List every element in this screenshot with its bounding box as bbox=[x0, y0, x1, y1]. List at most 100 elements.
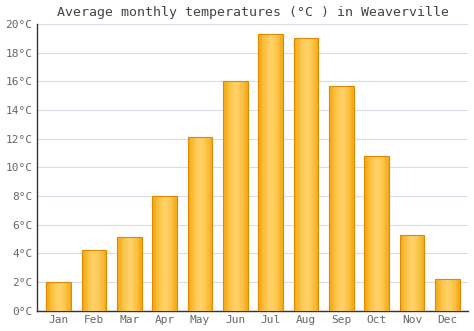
Bar bbox=[223, 81, 247, 310]
Bar bbox=[82, 250, 106, 310]
Bar bbox=[132, 237, 133, 310]
Bar bbox=[155, 196, 156, 310]
Bar bbox=[331, 85, 333, 310]
Bar bbox=[373, 156, 374, 310]
Bar bbox=[306, 38, 307, 310]
Bar bbox=[50, 282, 51, 310]
Bar bbox=[206, 137, 207, 310]
Bar bbox=[134, 237, 136, 310]
Bar bbox=[376, 156, 378, 310]
Bar bbox=[172, 196, 173, 310]
Bar bbox=[258, 34, 283, 310]
Bar bbox=[316, 38, 317, 310]
Bar bbox=[406, 235, 407, 310]
Bar bbox=[457, 279, 458, 310]
Bar bbox=[117, 237, 142, 310]
Bar bbox=[364, 156, 389, 310]
Bar bbox=[223, 81, 247, 310]
Bar bbox=[352, 85, 354, 310]
Bar bbox=[56, 282, 57, 310]
Bar bbox=[176, 196, 177, 310]
Bar bbox=[237, 81, 238, 310]
Bar bbox=[127, 237, 128, 310]
Bar bbox=[293, 38, 295, 310]
Bar bbox=[238, 81, 239, 310]
Bar bbox=[234, 81, 235, 310]
Bar bbox=[384, 156, 385, 310]
Bar bbox=[200, 137, 201, 310]
Bar bbox=[230, 81, 232, 310]
Bar bbox=[205, 137, 206, 310]
Bar bbox=[95, 250, 96, 310]
Bar bbox=[57, 282, 59, 310]
Bar bbox=[435, 279, 436, 310]
Bar bbox=[347, 85, 349, 310]
Bar bbox=[118, 237, 119, 310]
Bar bbox=[441, 279, 442, 310]
Bar bbox=[138, 237, 139, 310]
Bar bbox=[263, 34, 264, 310]
Bar bbox=[268, 34, 269, 310]
Bar bbox=[383, 156, 384, 310]
Bar bbox=[339, 85, 340, 310]
Bar bbox=[156, 196, 157, 310]
Bar bbox=[435, 279, 460, 310]
Bar bbox=[438, 279, 440, 310]
Bar bbox=[435, 279, 460, 310]
Bar bbox=[375, 156, 376, 310]
Bar bbox=[84, 250, 85, 310]
Bar bbox=[265, 34, 267, 310]
Bar bbox=[130, 237, 132, 310]
Bar bbox=[350, 85, 351, 310]
Bar bbox=[344, 85, 345, 310]
Bar bbox=[335, 85, 337, 310]
Bar bbox=[199, 137, 200, 310]
Bar bbox=[311, 38, 312, 310]
Bar bbox=[104, 250, 105, 310]
Bar bbox=[158, 196, 160, 310]
Bar bbox=[228, 81, 229, 310]
Bar bbox=[93, 250, 94, 310]
Bar bbox=[137, 237, 138, 310]
Bar bbox=[46, 282, 47, 310]
Bar bbox=[62, 282, 64, 310]
Bar bbox=[136, 237, 137, 310]
Bar bbox=[440, 279, 441, 310]
Bar bbox=[152, 196, 177, 310]
Bar bbox=[196, 137, 198, 310]
Bar bbox=[105, 250, 106, 310]
Bar bbox=[162, 196, 164, 310]
Bar bbox=[379, 156, 380, 310]
Bar bbox=[47, 282, 49, 310]
Bar bbox=[293, 38, 319, 310]
Bar bbox=[271, 34, 272, 310]
Bar bbox=[343, 85, 344, 310]
Bar bbox=[329, 85, 354, 310]
Bar bbox=[346, 85, 347, 310]
Bar bbox=[198, 137, 199, 310]
Bar bbox=[94, 250, 95, 310]
Bar bbox=[119, 237, 120, 310]
Bar bbox=[388, 156, 389, 310]
Bar bbox=[450, 279, 451, 310]
Bar bbox=[49, 282, 50, 310]
Bar bbox=[312, 38, 313, 310]
Bar bbox=[166, 196, 167, 310]
Bar bbox=[444, 279, 445, 310]
Bar bbox=[369, 156, 370, 310]
Bar bbox=[204, 137, 205, 310]
Bar bbox=[296, 38, 297, 310]
Bar bbox=[160, 196, 161, 310]
Bar bbox=[269, 34, 271, 310]
Bar bbox=[279, 34, 281, 310]
Bar bbox=[129, 237, 130, 310]
Bar bbox=[305, 38, 306, 310]
Bar bbox=[53, 282, 54, 310]
Bar bbox=[378, 156, 379, 310]
Bar bbox=[246, 81, 247, 310]
Bar bbox=[436, 279, 438, 310]
Bar bbox=[59, 282, 60, 310]
Bar bbox=[300, 38, 301, 310]
Bar bbox=[293, 38, 319, 310]
Bar bbox=[85, 250, 87, 310]
